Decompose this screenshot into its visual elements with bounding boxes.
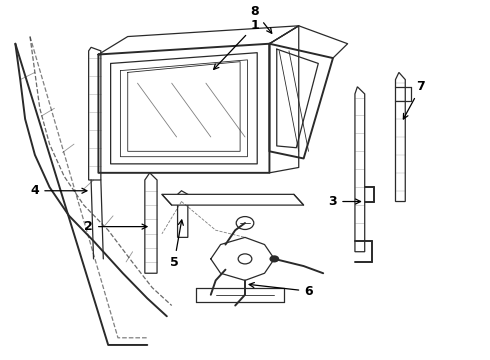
Text: 6: 6 (249, 283, 313, 298)
Text: 5: 5 (170, 220, 183, 269)
Circle shape (236, 217, 254, 229)
Circle shape (270, 255, 279, 262)
Text: 4: 4 (30, 184, 87, 197)
Polygon shape (162, 194, 304, 205)
Text: 3: 3 (329, 195, 361, 208)
Polygon shape (177, 191, 188, 237)
Circle shape (238, 254, 252, 264)
Text: 8: 8 (250, 5, 272, 33)
Text: 1: 1 (214, 19, 259, 69)
Polygon shape (355, 87, 365, 252)
Text: 7: 7 (403, 80, 425, 119)
Polygon shape (145, 173, 157, 273)
Polygon shape (395, 72, 405, 202)
Polygon shape (89, 47, 101, 180)
Text: 2: 2 (84, 220, 147, 233)
